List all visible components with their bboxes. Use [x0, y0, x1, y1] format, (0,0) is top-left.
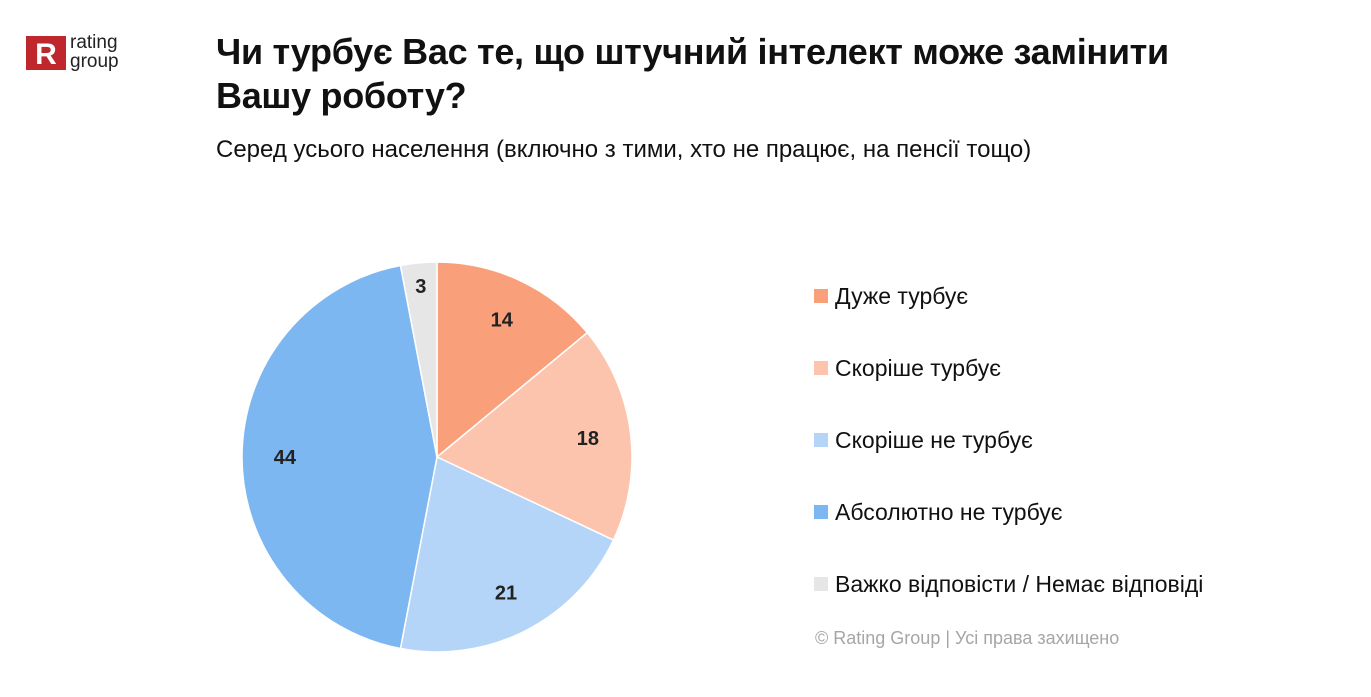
legend-swatch	[814, 433, 828, 447]
legend-swatch	[814, 289, 828, 303]
legend-label: Важко відповісти / Немає відповіді	[835, 570, 1204, 597]
logo-line-1: rating	[70, 32, 118, 53]
logo-letter: R	[35, 38, 57, 70]
legend-swatch	[814, 505, 828, 519]
pie-slice	[399, 261, 438, 458]
legend-label: Абсолютно не турбує	[835, 498, 1063, 525]
pie-slice	[241, 264, 438, 650]
legend-item: Скоріше турбує	[814, 352, 1001, 384]
logo-wordmark: rating group	[70, 33, 119, 71]
legend-label: Дуже турбує	[835, 282, 969, 309]
pie-slice	[435, 331, 633, 542]
legend-swatch	[814, 577, 828, 591]
pie-slice-value-label: 3	[415, 276, 426, 298]
legend-item: Дуже турбує	[814, 280, 968, 312]
page-title: Чи турбує Вас те, що штучний інтелект мо…	[216, 31, 1169, 116]
page-subtitle: Серед усього населення (включно з тими, …	[216, 136, 1032, 163]
logo-line-2: group	[70, 51, 119, 72]
pie-slice-value-label: 14	[491, 309, 514, 331]
rating-group-logo-icon: R	[26, 36, 66, 70]
legend-item: Важко відповісти / Немає відповіді	[814, 568, 1203, 600]
pie-slice-value-label: 44	[274, 447, 297, 469]
copyright-footer: © Rating Group | Усі права захищено	[815, 628, 1120, 648]
legend-swatch	[814, 361, 828, 375]
pie-slice	[399, 455, 615, 653]
legend-item: Абсолютно не турбує	[814, 496, 1063, 528]
brand-logo: R rating group	[26, 33, 136, 76]
pie-slice-value-label: 21	[495, 583, 517, 605]
legend-item: Скоріше не турбує	[814, 424, 1033, 456]
pie-slice-value-label: 18	[577, 428, 599, 450]
pie-slice	[436, 261, 589, 459]
pie-chart: 14 18 21 44 3	[241, 261, 633, 653]
legend-label: Скоріше турбує	[835, 354, 1001, 381]
legend-label: Скоріше не турбує	[835, 426, 1033, 453]
